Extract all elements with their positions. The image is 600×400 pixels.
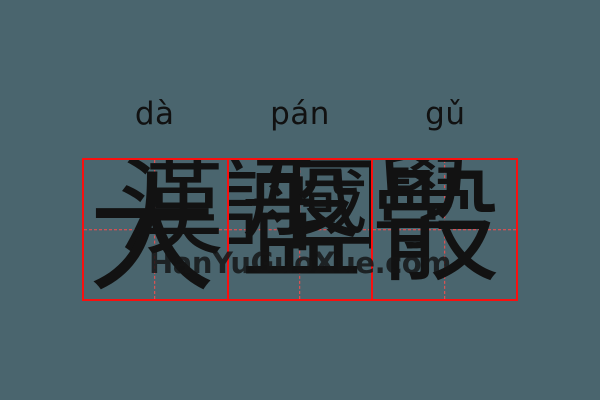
overlay-character-1-1: 漢 — [118, 160, 224, 270]
glyph-stack-3: 學 骰 — [373, 160, 516, 299]
grid-cell-2: 語 國 盤 — [228, 160, 374, 299]
pinyin-syllable-1: dà — [134, 95, 175, 132]
overlay-character-2-1: 語 — [229, 160, 317, 258]
overlay-character-2-2: 國 — [285, 160, 372, 256]
pinyin-syllable-3: gǔ — [425, 95, 466, 132]
glyph-stack-1: 漢 大 — [84, 160, 227, 299]
primary-character-3: 骰 — [377, 160, 502, 299]
glyph-stack-2: 語 國 盤 — [229, 160, 372, 299]
grid-cell-3: 學 骰 — [373, 160, 517, 299]
primary-character-1: 大 — [88, 161, 217, 300]
overlay-character-3-1: 學 — [373, 160, 476, 265]
primary-character-2: 盤 — [240, 160, 363, 296]
grid-cell-1: 漢 大 — [84, 160, 229, 299]
pinyin-row: dà pán gǔ — [82, 88, 518, 140]
character-grid: 漢 大 語 國 盤 學 骰 — [82, 158, 518, 301]
pinyin-syllable-2: pán — [270, 95, 330, 132]
